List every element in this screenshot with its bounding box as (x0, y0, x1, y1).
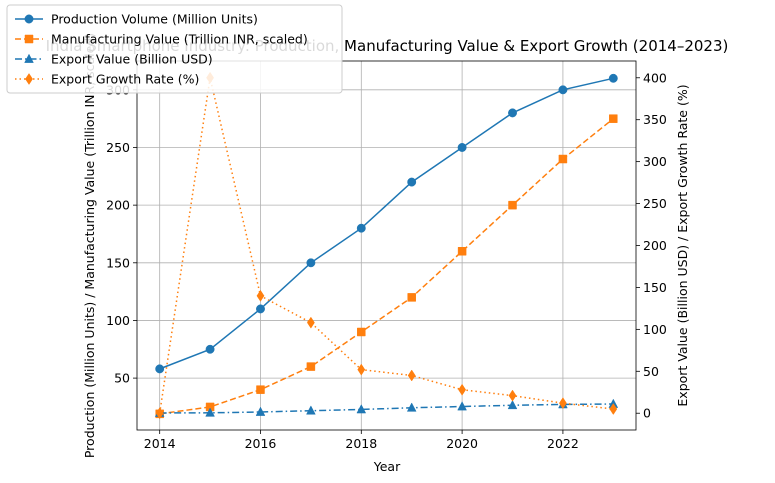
series-line (159, 118, 614, 415)
x-axis-title: Year (373, 459, 401, 474)
data-point (357, 363, 366, 376)
right-y-tick-label: 0 (643, 406, 651, 421)
x-axis: 2014 2016 2018 2020 2022 (144, 430, 579, 451)
data-point (458, 383, 467, 396)
series-layer (154, 71, 619, 420)
right-y-tick-label: 350 (643, 112, 667, 127)
data-point (457, 247, 467, 256)
data-point (609, 403, 618, 415)
legend-label: Export Growth Rate (%) (51, 72, 199, 87)
data-point (508, 200, 517, 210)
legend-label: Export Value (Billion USD) (51, 52, 213, 67)
right-y-axis: 0 50 100 150 200 250 300 350 400 (636, 70, 667, 421)
series-4 (155, 71, 618, 420)
data-point (306, 405, 316, 415)
data-point (205, 407, 215, 417)
left-y-axis-title: Production (Million Units) / Manufacturi… (82, 33, 97, 458)
series-3 (154, 398, 619, 417)
data-point (306, 316, 315, 329)
data-point (205, 402, 215, 412)
plot-frame (136, 60, 637, 431)
data-point (205, 344, 215, 354)
data-point (155, 364, 165, 374)
data-point (357, 327, 366, 337)
data-point (507, 399, 518, 410)
series-line (158, 77, 614, 414)
data-point (306, 362, 316, 371)
series-1 (155, 73, 618, 374)
legend-marker (24, 53, 34, 63)
left-y-tick-label: 100 (106, 313, 130, 328)
legend-marker (24, 14, 34, 24)
data-point (559, 397, 567, 410)
right-y-tick-label: 250 (643, 196, 667, 211)
x-tick-label: 2020 (446, 436, 478, 451)
right-y-tick-label: 300 (643, 154, 667, 169)
left-y-tick-label: 150 (106, 255, 130, 270)
data-point (256, 289, 265, 302)
data-point (407, 177, 417, 187)
left-y-tick-label: 250 (106, 140, 130, 155)
data-point (256, 304, 265, 314)
right-y-axis-title: Export Value (Billion USD) / Export Grow… (675, 84, 690, 406)
data-point (356, 223, 366, 233)
series-line (159, 77, 614, 370)
legend-marker (24, 34, 34, 44)
x-tick-label: 2014 (144, 436, 176, 451)
legend: Production Volume (Million Units) Manufac… (6, 4, 343, 94)
data-point (406, 402, 417, 412)
series-2 (155, 114, 618, 419)
series-line (159, 403, 614, 414)
data-point (558, 154, 568, 164)
legend-box (6, 4, 343, 94)
data-point (407, 293, 416, 302)
grid-lines (137, 61, 636, 430)
data-point (558, 85, 568, 95)
left-y-tick-label: 200 (106, 198, 130, 213)
data-point (457, 401, 467, 411)
data-point (306, 258, 316, 268)
legend-marker (25, 73, 33, 85)
data-point (256, 385, 265, 394)
data-point (356, 404, 367, 414)
right-y-tick-label: 50 (643, 364, 659, 379)
data-point (508, 389, 517, 402)
data-point (155, 407, 164, 420)
legend-label: Production Volume (Million Units) (51, 12, 258, 27)
data-point (407, 369, 416, 382)
x-tick-label: 2016 (245, 436, 277, 451)
right-y-tick-label: 400 (643, 70, 667, 85)
right-y-tick-label: 150 (643, 280, 667, 295)
x-tick-label: 2022 (547, 436, 579, 451)
data-point (608, 73, 618, 83)
data-point (508, 108, 517, 118)
right-y-tick-label: 100 (643, 322, 667, 337)
right-y-tick-label: 200 (643, 238, 667, 253)
data-point (609, 114, 618, 123)
legend-label: Manufacturing Value (Trillion INR, scale… (51, 32, 308, 47)
x-tick-label: 2018 (345, 436, 377, 451)
left-y-tick-label: 50 (114, 371, 130, 386)
data-point (255, 406, 266, 416)
data-point (457, 143, 467, 152)
